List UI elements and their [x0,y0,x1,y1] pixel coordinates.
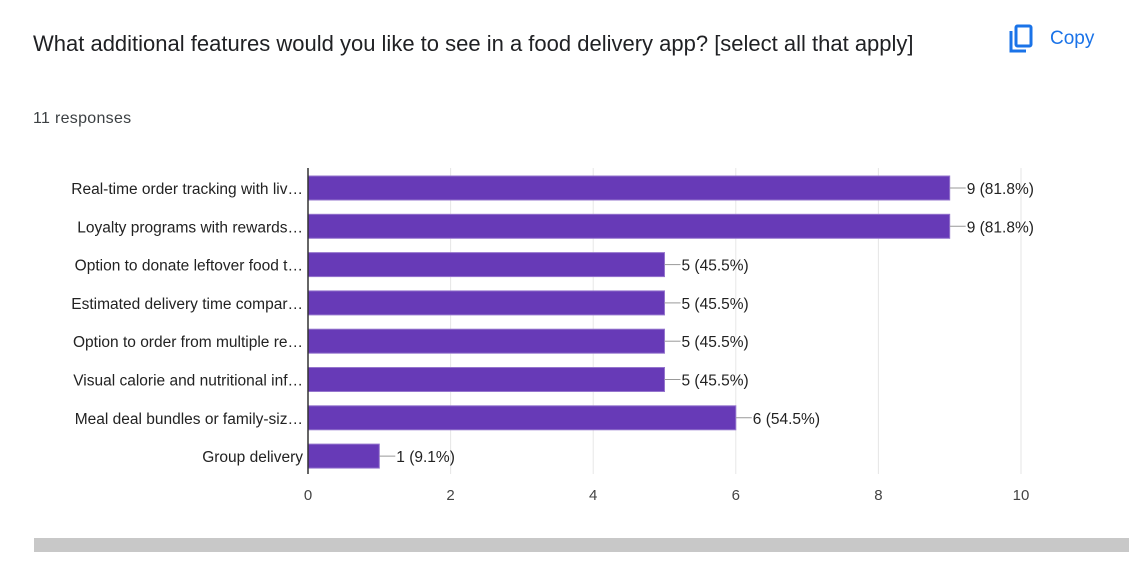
question-title: What additional features would you like … [33,31,914,56]
bar [307,175,951,201]
category-label: Real-time order tracking with liv… [71,181,303,198]
bar-chart: 0 2 4 6 8 10 Real-time order tracking with liv… [71,168,1034,504]
bar [307,443,380,469]
copy-label: Copy [1050,28,1095,49]
category-label: Loyalty programs with rewards… [77,219,303,236]
data-label: 9 (81.8%) [967,219,1034,236]
bar [307,290,665,316]
horizontal-scrollbar[interactable] [34,538,1129,552]
category-label: Option to order from multiple re… [73,334,303,351]
category-label: Option to donate leftover food t… [75,258,303,275]
bar [307,213,951,239]
data-label: 9 (81.8%) [967,181,1034,198]
category-label: Meal deal bundles or family-siz… [75,411,303,428]
bar [307,405,737,431]
response-count: 11 responses [33,110,132,127]
category-label: Visual calorie and nutritional inf… [73,373,303,390]
data-label: 5 (45.5%) [682,334,749,351]
x-tick-label: 10 [1013,487,1030,504]
data-label: 5 (45.5%) [682,373,749,390]
bar [307,328,665,354]
x-tick-label: 4 [589,487,597,504]
x-tick-label: 8 [874,487,882,504]
data-label: 5 (45.5%) [682,296,749,313]
category-label: Estimated delivery time compar… [71,296,303,313]
x-tick-label: 6 [732,487,740,504]
category-label: Group delivery [202,449,303,466]
x-tick-label: 0 [304,487,312,504]
copy-button[interactable]: Copy [1008,24,1094,54]
bar [307,367,665,392]
data-label: 5 (45.5%) [682,258,749,275]
data-label: 6 (54.5%) [753,411,820,428]
copy-icon [1009,24,1033,53]
data-label: 1 (9.1%) [396,449,455,466]
x-tick-label: 2 [446,487,454,504]
bar [307,252,665,278]
